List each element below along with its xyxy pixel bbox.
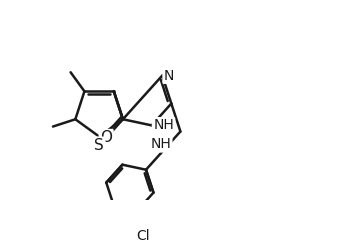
Text: S: S (94, 138, 104, 153)
Text: Cl: Cl (136, 229, 150, 243)
Text: O: O (100, 130, 112, 145)
Text: NH: NH (153, 118, 174, 132)
Text: N: N (164, 69, 174, 83)
Text: NH: NH (150, 137, 171, 151)
